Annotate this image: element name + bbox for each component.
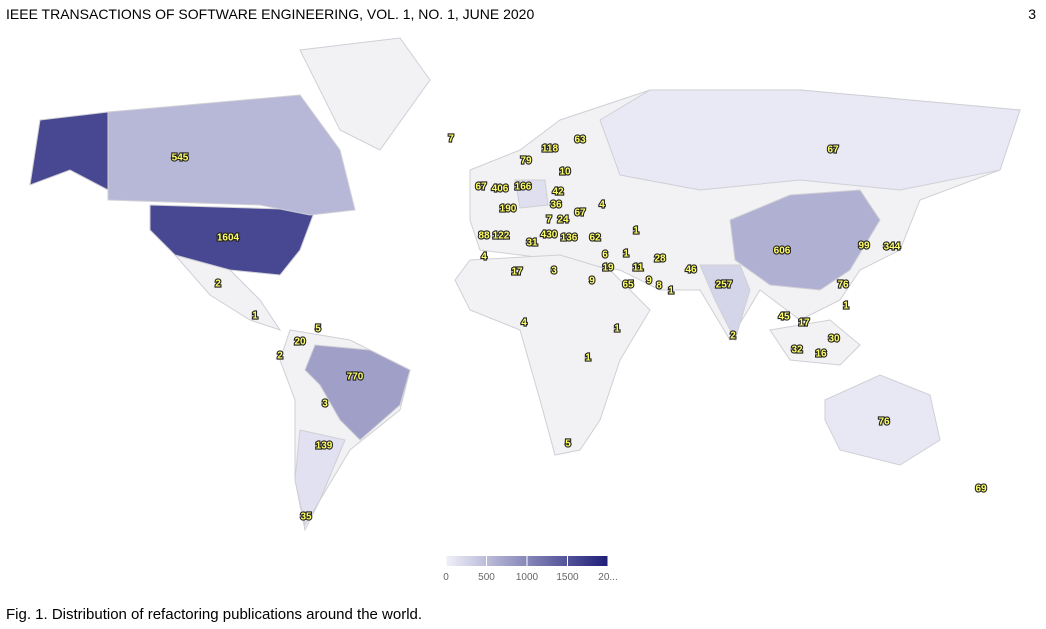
country [294, 429, 346, 527]
value-label: 9 [646, 276, 652, 287]
value-label: 4 [481, 252, 487, 263]
value-label: 136 [561, 233, 578, 244]
value-label: 122 [493, 231, 510, 242]
value-label: 1 [614, 324, 620, 335]
value-label: 24 [557, 215, 569, 226]
value-label: 67 [574, 208, 586, 219]
value-label: 3 [551, 266, 557, 277]
value-label: 17 [798, 318, 810, 329]
value-label: 31 [526, 238, 538, 249]
value-label: 32 [791, 345, 803, 356]
africa [454, 254, 651, 456]
value-label: 76 [837, 280, 849, 291]
value-label: 1 [623, 249, 629, 260]
tick-label: 500 [478, 572, 495, 583]
value-label: 5 [315, 324, 321, 335]
country [107, 94, 356, 216]
value-label: 6 [602, 250, 608, 261]
country [29, 111, 109, 191]
se-asia-islands [769, 319, 861, 366]
value-label: 166 [515, 182, 532, 193]
tick-label: 1500 [556, 572, 579, 583]
value-label: 1 [585, 353, 591, 364]
value-label: 2 [277, 351, 283, 362]
value-label: 344 [884, 242, 901, 253]
figure-caption: Fig. 1. Distribution of refactoring publ… [6, 606, 423, 623]
value-label: 76 [878, 417, 890, 428]
value-label: 4 [521, 318, 527, 329]
value-label: 5 [565, 439, 571, 450]
value-label: 8 [656, 281, 662, 292]
tick-label: 20... [598, 572, 617, 583]
value-label: 4 [599, 200, 605, 211]
value-label: 30 [828, 334, 840, 345]
color-scale: 0 500 1000 1500 20... [443, 556, 618, 583]
value-label: 606 [774, 246, 791, 257]
value-label: 46 [685, 265, 697, 276]
value-label: 1 [252, 311, 258, 322]
value-label: 406 [492, 184, 509, 195]
value-label: 42 [552, 187, 564, 198]
value-label: 11 [633, 263, 644, 274]
value-label: 99 [858, 241, 870, 252]
country [729, 189, 881, 291]
value-label: 67 [827, 145, 839, 156]
regions [29, 89, 1021, 527]
value-label: 19 [602, 263, 614, 274]
value-label: 10 [559, 167, 571, 178]
value-label: 1 [843, 301, 849, 312]
value-label: 67 [475, 182, 487, 193]
value-label: 1 [668, 286, 674, 297]
value-label: 7 [448, 134, 454, 145]
value-label: 62 [589, 233, 601, 244]
value-label: 88 [478, 231, 490, 242]
value-label: 65 [622, 280, 634, 291]
value-label: 3 [322, 399, 328, 410]
value-label: 36 [550, 200, 562, 211]
value-label: 9 [589, 276, 595, 287]
value-label: 257 [716, 280, 733, 291]
value-label: 118 [542, 144, 559, 155]
value-label: 16 [815, 349, 827, 360]
tick-label: 0 [443, 572, 449, 583]
value-label: 63 [574, 135, 586, 146]
greenland [299, 37, 431, 151]
value-label: 2 [215, 279, 221, 290]
value-label: 17 [511, 267, 523, 278]
running-header: IEEE TRANSACTIONS OF SOFTWARE ENGINEERIN… [6, 6, 535, 22]
country [599, 89, 1021, 191]
value-label: 69 [975, 484, 987, 495]
value-label: 7 [546, 215, 552, 226]
value-label: 139 [316, 441, 333, 452]
tick-label: 1000 [516, 572, 539, 583]
value-label: 190 [500, 204, 517, 215]
value-label: 28 [654, 254, 666, 265]
page-number: 3 [1028, 6, 1036, 22]
value-label: 45 [778, 312, 790, 323]
value-label: 545 [172, 153, 189, 164]
country [699, 264, 751, 342]
country [514, 179, 549, 209]
value-label: 430 [541, 230, 558, 241]
value-label: 1604 [217, 233, 240, 244]
country [149, 204, 316, 276]
value-label: 79 [520, 156, 532, 167]
value-label: 1 [633, 226, 639, 237]
value-label: 20 [294, 337, 306, 348]
value-label: 2 [730, 331, 736, 342]
value-label: 35 [300, 512, 312, 523]
country [304, 344, 411, 441]
country [824, 374, 941, 466]
value-label: 770 [347, 372, 364, 383]
